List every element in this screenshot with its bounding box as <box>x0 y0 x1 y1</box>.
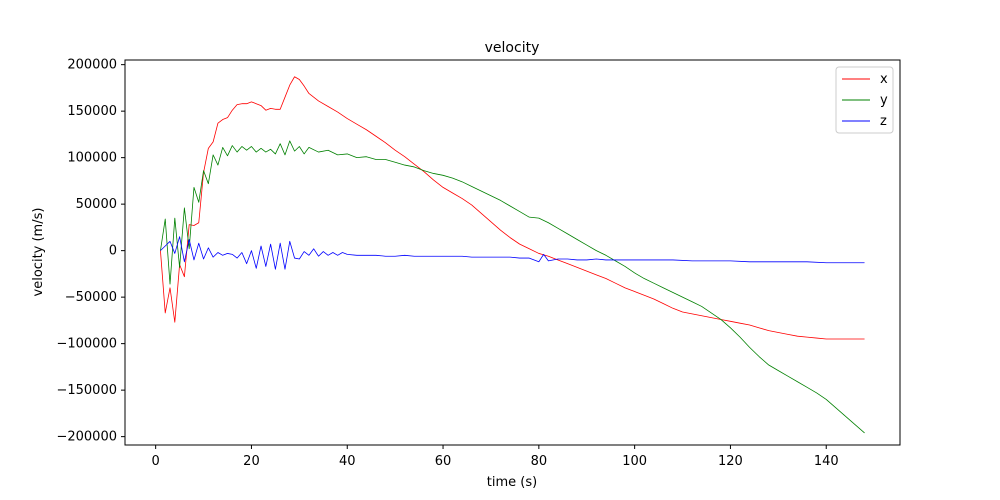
y-tick-label: 150000 <box>67 104 117 119</box>
legend-label-y: y <box>880 93 888 108</box>
y-tick-label: 200000 <box>67 58 117 73</box>
y-axis: −200000 −150000 −100000 −50000 0 50000 100000 1… <box>56 58 125 445</box>
x-axis-label: time (s) <box>487 475 537 490</box>
y-tick-label: −100000 <box>56 337 117 352</box>
series-line-z <box>160 236 865 270</box>
chart-title: velocity <box>485 40 540 56</box>
legend: xyz <box>835 66 894 134</box>
x-tick-label: 120 <box>718 454 743 469</box>
y-tick-label: −200000 <box>56 430 117 445</box>
x-tick-label: 140 <box>814 454 839 469</box>
x-tick-label: 20 <box>243 454 260 469</box>
x-tick-label: 100 <box>622 454 647 469</box>
y-axis-label: velocity (m/s) <box>31 208 46 297</box>
x-tick-label: 80 <box>531 454 548 469</box>
y-tick-label: 50000 <box>76 197 117 212</box>
series-group <box>160 76 865 434</box>
x-tick-label: 0 <box>152 454 160 469</box>
y-tick-label: −50000 <box>65 290 117 305</box>
legend-label-z: z <box>880 114 887 129</box>
series-line-x <box>160 76 865 340</box>
y-tick-label: 100000 <box>67 151 117 166</box>
y-tick-label: −150000 <box>56 383 117 398</box>
x-tick-label: 60 <box>435 454 452 469</box>
series-line-y <box>160 140 865 434</box>
y-tick-label: 0 <box>109 244 117 259</box>
plot-frame <box>124 59 901 446</box>
x-tick-label: 40 <box>339 454 356 469</box>
x-axis: 0 20 40 60 80 100 120 140 <box>152 445 839 469</box>
legend-label-x: x <box>880 72 888 87</box>
